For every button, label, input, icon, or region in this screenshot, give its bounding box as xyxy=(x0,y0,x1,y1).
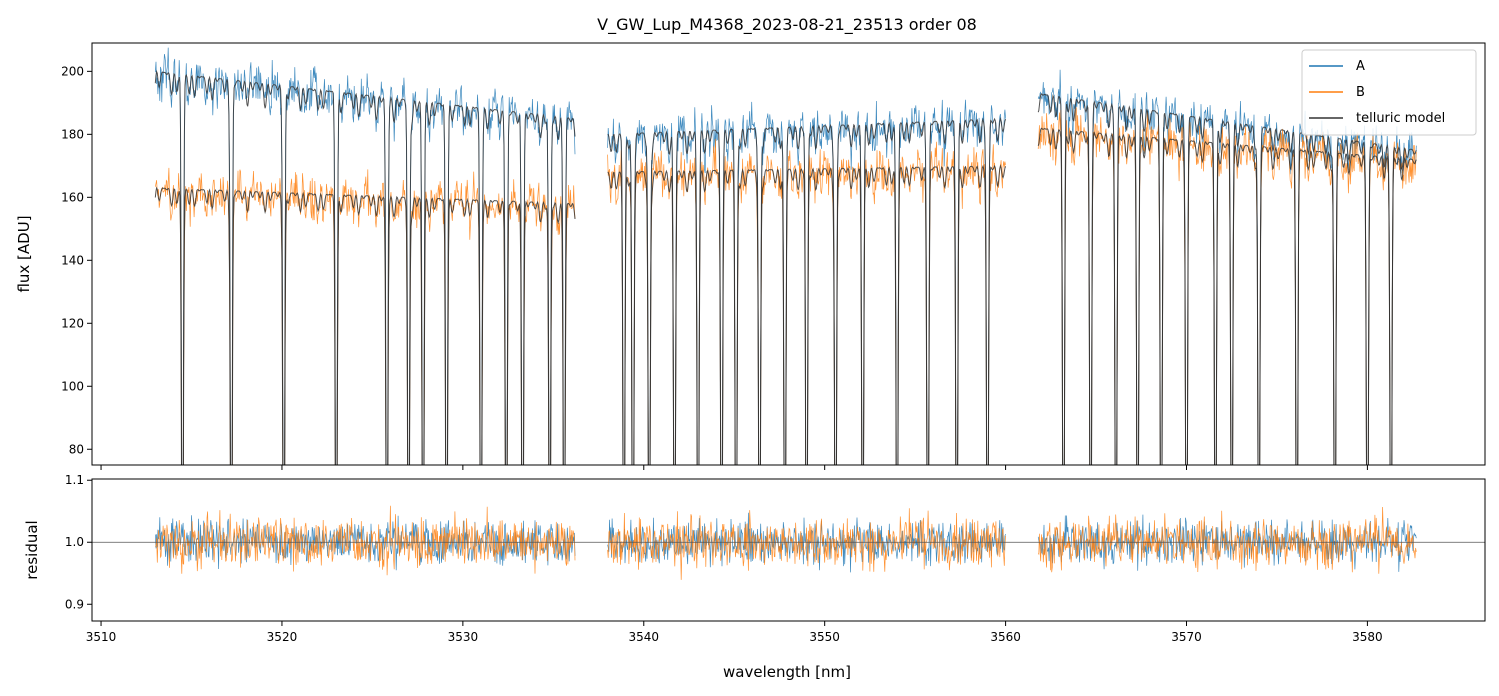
series-b-flux-seg2 xyxy=(607,138,1006,465)
residual-ytick-label: 1.0 xyxy=(65,535,84,549)
wavelength-xtick-label: 3550 xyxy=(809,630,840,644)
telluric-model-b-seg3 xyxy=(1037,127,1417,465)
series-a-flux-seg3 xyxy=(1037,69,1417,465)
series-a-residual-seg3 xyxy=(1037,514,1417,572)
wavelength-xlabel: wavelength [nm] xyxy=(723,663,851,681)
telluric-model-a-seg2 xyxy=(607,116,1007,465)
flux-panel-frame xyxy=(91,42,1486,466)
flux-ytick-label: 160 xyxy=(61,190,84,204)
series-b-residual-seg3 xyxy=(1037,506,1417,574)
series-b-residual-seg2 xyxy=(607,508,1006,580)
legend-label-b: B xyxy=(1356,85,1365,100)
telluric-model-a-seg3 xyxy=(1037,93,1417,465)
series-b-residual-seg1 xyxy=(155,505,576,576)
residual-ytick-label: 0.9 xyxy=(65,597,84,611)
legend-frame xyxy=(1301,49,1477,136)
telluric-model-b-seg1 xyxy=(154,186,576,465)
flux-ylabel: flux [ADU] xyxy=(15,215,33,292)
flux-ytick-label: 80 xyxy=(69,442,84,456)
flux-panel: 80 100 120 140 160 180 200 flux [ADU] A B tell… xyxy=(15,42,1486,470)
figure-title: V_GW_Lup_M4368_2023-08-21_23513 order 08 xyxy=(597,15,977,35)
series-b-flux-seg1 xyxy=(154,167,576,465)
residual-ytick-label: 1.1 xyxy=(65,473,84,487)
wavelength-xtick-label: 3580 xyxy=(1352,630,1383,644)
flux-ytick-label: 100 xyxy=(61,379,84,393)
legend-label-a: A xyxy=(1356,59,1365,74)
wavelength-xtick-label: 3540 xyxy=(628,630,659,644)
flux-ytick-label: 180 xyxy=(61,127,84,141)
series-b-flux-seg3 xyxy=(1037,107,1417,465)
residual-ylabel: residual xyxy=(23,520,41,579)
residual-panel: 0.9 1.0 1.1 3510 3520 3530 3540 3550 3560 3570 35… xyxy=(23,473,1486,681)
wavelength-xtick-label: 3560 xyxy=(990,630,1021,644)
legend: A B telluric model xyxy=(1301,49,1477,136)
wavelength-xtick-label: 3520 xyxy=(267,630,298,644)
wavelength-xtick-label: 3570 xyxy=(1171,630,1202,644)
residual-panel-frame xyxy=(91,478,1486,622)
wavelength-xtick-label: 3510 xyxy=(86,630,117,644)
telluric-model-b-seg2 xyxy=(607,164,1007,465)
series-a-flux-seg2 xyxy=(607,99,1006,465)
flux-ytick-label: 120 xyxy=(61,316,84,330)
telluric-model-a-seg1 xyxy=(154,69,576,465)
flux-ytick-label: 200 xyxy=(61,64,84,78)
legend-label-model: telluric model xyxy=(1356,111,1445,126)
flux-ytick-label: 140 xyxy=(61,253,84,267)
wavelength-xtick-label: 3530 xyxy=(448,630,479,644)
series-a-residual-seg2 xyxy=(607,512,1006,573)
series-a-flux-seg1 xyxy=(154,47,576,465)
